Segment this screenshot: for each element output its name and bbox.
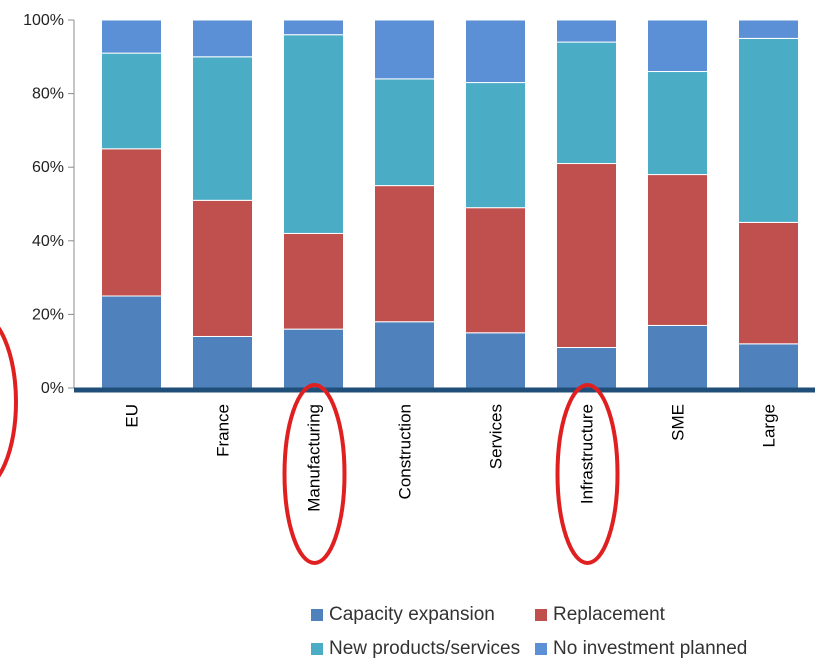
bar-france-no-investment-planned [192,19,253,58]
bar-construction-capacity-expansion [374,321,435,389]
legend-label-replacement: Replacement [553,604,666,625]
x-tick-label-construction: Construction [396,404,415,499]
bar-construction-replacement [374,185,435,323]
bar-sme-capacity-expansion [647,324,708,389]
x-tick-label-france: France [214,404,233,457]
legend-label-new-products-services: New products/services [329,638,520,659]
bar-france-capacity-expansion [192,335,253,389]
legend-label-no-investment-planned: No investment planned [553,638,747,659]
legend-swatch-new-products-services [311,643,323,655]
bar-sme-replacement [647,174,708,326]
x-tick-label-manufacturing: Manufacturing [305,404,324,512]
legend: Capacity expansion Replacement New product… [311,604,747,659]
bar-large-capacity-expansion [738,343,799,389]
x-tick-label-eu: EU [123,404,142,428]
bar-manufacturing-replacement [283,232,344,330]
y-tick-label-100: 100% [23,12,64,29]
x-tick-label-infrastructure: Infrastructure [578,404,597,504]
bar-infrastructure-new-products-services [556,41,617,165]
bar-sme-no-investment-planned [647,19,708,73]
category-labels: EU France Manufacturing Construction Service… [123,404,779,512]
legend-label-capacity-expansion: Capacity expansion [329,604,495,625]
y-tick-label-60: 60% [32,159,64,176]
bar-infrastructure-replacement [556,163,617,349]
bar-services-no-investment-planned [465,19,526,84]
bar-manufacturing-no-investment-planned [283,19,344,36]
legend-swatch-replacement [535,609,547,621]
bars [101,19,799,389]
x-tick-label-large: Large [760,404,779,447]
bar-france-replacement [192,199,253,337]
bar-manufacturing-new-products-services [283,34,344,234]
y-tick-label-0: 0% [41,380,64,397]
bar-large-replacement [738,221,799,345]
bar-eu-no-investment-planned [101,19,162,54]
y-axis: 0% 20% 40% 60% 80% 100% [23,12,75,397]
bar-construction-new-products-services [374,78,435,187]
bar-services-replacement [465,207,526,334]
bar-services-new-products-services [465,82,526,209]
bar-infrastructure-capacity-expansion [556,347,617,389]
bar-eu-new-products-services [101,52,162,150]
bar-manufacturing-capacity-expansion [283,328,344,389]
x-tick-label-services: Services [487,404,506,469]
bar-france-new-products-services [192,56,253,201]
bar-sme-new-products-services [647,71,708,176]
bar-large-no-investment-planned [738,19,799,39]
legend-swatch-capacity-expansion [311,609,323,621]
bar-large-new-products-services [738,37,799,223]
highlight-oval-manufacturing [282,383,347,565]
legend-swatch-no-investment-planned [535,643,547,655]
bar-services-capacity-expansion [465,332,526,389]
highlight-oval-infrastructure [555,383,620,565]
x-tick-label-sme: SME [669,404,688,441]
bar-construction-no-investment-planned [374,19,435,80]
highlight-oval-left-edge [0,326,18,478]
bar-eu-capacity-expansion [101,295,162,389]
highlight-ovals [0,326,620,565]
y-tick-label-80: 80% [32,86,64,103]
bar-eu-replacement [101,148,162,297]
y-tick-label-20: 20% [32,306,64,323]
y-tick-label-40: 40% [32,233,64,250]
bar-infrastructure-no-investment-planned [556,19,617,43]
